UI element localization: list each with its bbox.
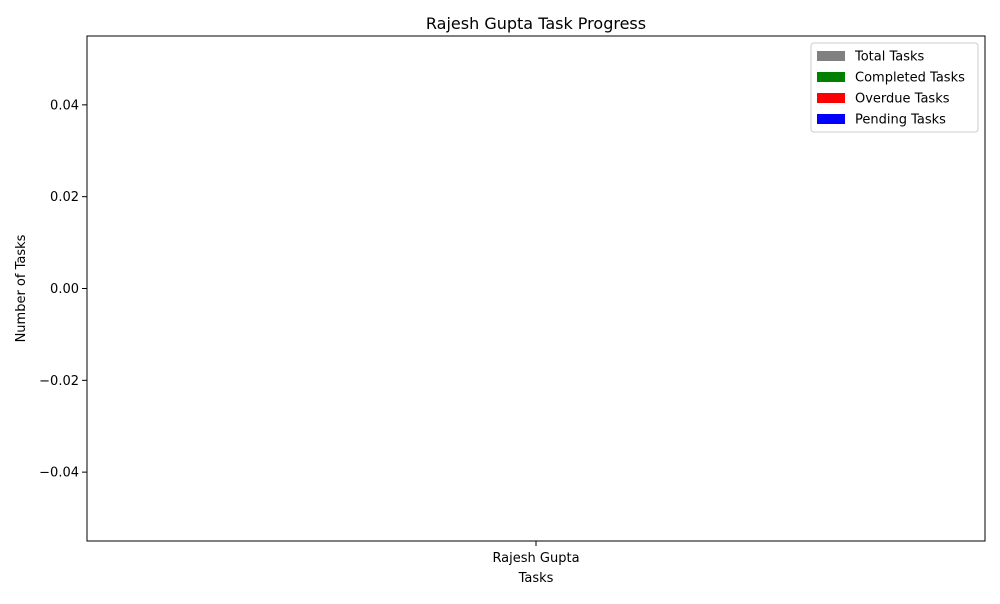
y-axis-ticks: −0.04 −0.02 0.00 0.02 0.04 — [39, 98, 87, 481]
y-tick-label: 0.00 — [50, 282, 79, 297]
legend-label: Pending Tasks — [855, 113, 946, 128]
x-axis-label: Tasks — [518, 571, 554, 586]
legend-label: Completed Tasks — [855, 71, 965, 86]
y-axis-label: Number of Tasks — [14, 234, 29, 342]
legend-box — [810, 42, 979, 133]
x-tick-label: Rajesh Gupta — [492, 551, 579, 566]
legend-label: Total Tasks — [854, 50, 925, 65]
legend: Total Tasks Completed Tasks Overdue Tasks P… — [810, 42, 979, 133]
legend-swatch — [817, 93, 845, 103]
y-tick-label: −0.02 — [39, 374, 79, 389]
y-tick-label: 0.04 — [50, 98, 79, 113]
chart-title: Rajesh Gupta Task Progress — [426, 14, 646, 33]
legend-swatch — [817, 114, 845, 124]
legend-label: Overdue Tasks — [855, 92, 950, 107]
y-tick-label: 0.02 — [50, 190, 79, 205]
x-axis-ticks: Rajesh Gupta — [492, 541, 580, 566]
legend-swatch — [817, 72, 845, 82]
y-tick-label: −0.04 — [39, 466, 79, 481]
legend-swatch — [817, 51, 845, 61]
axes-frame — [86, 35, 986, 542]
